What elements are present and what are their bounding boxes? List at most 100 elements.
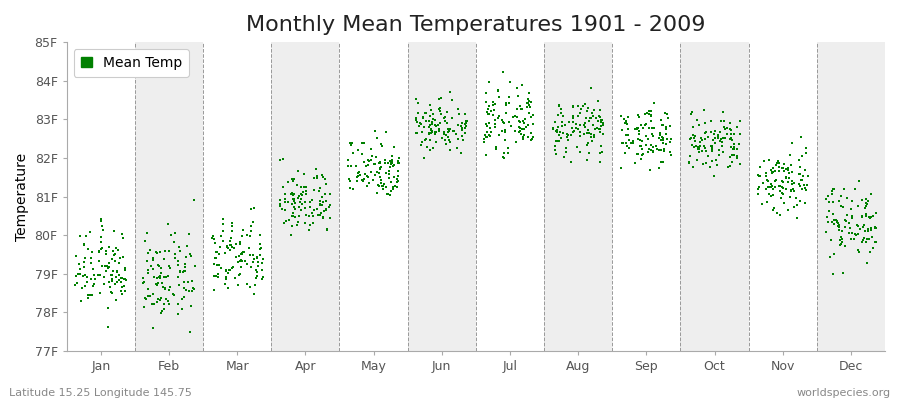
Point <box>661 136 675 142</box>
Point <box>857 235 871 242</box>
Point <box>658 110 672 116</box>
Point <box>643 146 657 152</box>
Point <box>620 132 634 138</box>
Point <box>418 109 432 116</box>
Point <box>387 162 401 168</box>
Point <box>370 190 384 196</box>
Bar <box>817 42 885 351</box>
Point <box>656 159 670 165</box>
Point <box>237 249 251 256</box>
Point <box>77 283 92 290</box>
Point <box>416 115 430 122</box>
Point <box>827 251 842 258</box>
Point <box>683 136 698 142</box>
Point <box>150 280 165 286</box>
Point <box>303 203 318 210</box>
Point <box>287 176 302 182</box>
Point <box>761 191 776 197</box>
Point <box>569 121 583 127</box>
Point <box>700 134 715 140</box>
Point <box>314 194 328 200</box>
Point <box>117 276 131 282</box>
Point <box>484 129 499 135</box>
Point <box>183 328 197 335</box>
Point <box>68 282 83 288</box>
Point <box>107 258 122 264</box>
Point <box>595 148 609 155</box>
Point <box>146 257 160 263</box>
Point <box>630 150 644 157</box>
Point <box>724 127 739 133</box>
Point <box>361 157 375 163</box>
Point <box>794 177 808 183</box>
Point <box>216 221 230 227</box>
Point <box>631 125 645 131</box>
Point <box>350 178 365 184</box>
Point <box>836 270 850 276</box>
Point <box>517 132 531 138</box>
Point <box>688 143 703 150</box>
Point <box>208 254 222 261</box>
Point <box>143 246 157 253</box>
Point <box>521 96 535 102</box>
Point <box>492 94 507 100</box>
Point <box>94 218 108 224</box>
Point <box>479 89 493 96</box>
Point <box>621 126 635 133</box>
Point <box>626 140 640 146</box>
Point <box>855 239 869 246</box>
Point <box>712 146 726 153</box>
Point <box>792 171 806 178</box>
Point <box>232 241 247 248</box>
Point <box>553 138 567 145</box>
Point <box>157 301 171 308</box>
Point <box>800 182 814 188</box>
Point <box>759 170 773 176</box>
Point <box>95 262 110 269</box>
Point <box>243 228 257 234</box>
Point <box>856 236 870 243</box>
Point <box>216 216 230 223</box>
Point <box>724 137 739 144</box>
Point <box>256 256 270 262</box>
Point <box>592 129 607 135</box>
Point <box>286 204 301 210</box>
Point <box>698 130 712 136</box>
Point <box>391 158 405 164</box>
Point <box>294 191 309 197</box>
Point <box>477 135 491 142</box>
Point <box>586 112 600 119</box>
Point <box>495 128 509 134</box>
Point <box>76 273 90 279</box>
Point <box>354 172 368 178</box>
Point <box>243 251 257 258</box>
Point <box>573 122 588 128</box>
Point <box>723 136 737 142</box>
Point <box>374 177 388 184</box>
Point <box>140 269 155 276</box>
Point <box>778 168 792 174</box>
Point <box>691 145 706 151</box>
Point <box>644 113 658 120</box>
Point <box>413 142 428 148</box>
Point <box>526 134 541 140</box>
Point <box>110 279 124 286</box>
Point <box>491 132 506 138</box>
Point <box>238 258 252 265</box>
Point <box>313 212 328 218</box>
Point <box>149 281 164 288</box>
Point <box>100 262 114 269</box>
Point <box>859 238 873 245</box>
Point <box>829 217 843 223</box>
Bar <box>135 42 203 351</box>
Point <box>382 164 397 170</box>
Point <box>653 159 668 166</box>
Point <box>77 255 92 262</box>
Point <box>254 244 268 251</box>
Point <box>581 118 596 124</box>
Point <box>303 222 318 228</box>
Point <box>854 196 868 203</box>
Point <box>723 162 737 169</box>
Point <box>483 125 498 132</box>
Point <box>780 166 795 173</box>
